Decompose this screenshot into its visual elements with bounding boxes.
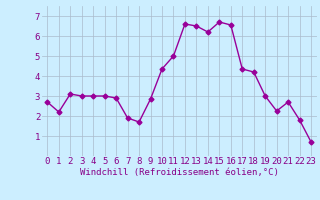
X-axis label: Windchill (Refroidissement éolien,°C): Windchill (Refroidissement éolien,°C) — [80, 168, 279, 177]
